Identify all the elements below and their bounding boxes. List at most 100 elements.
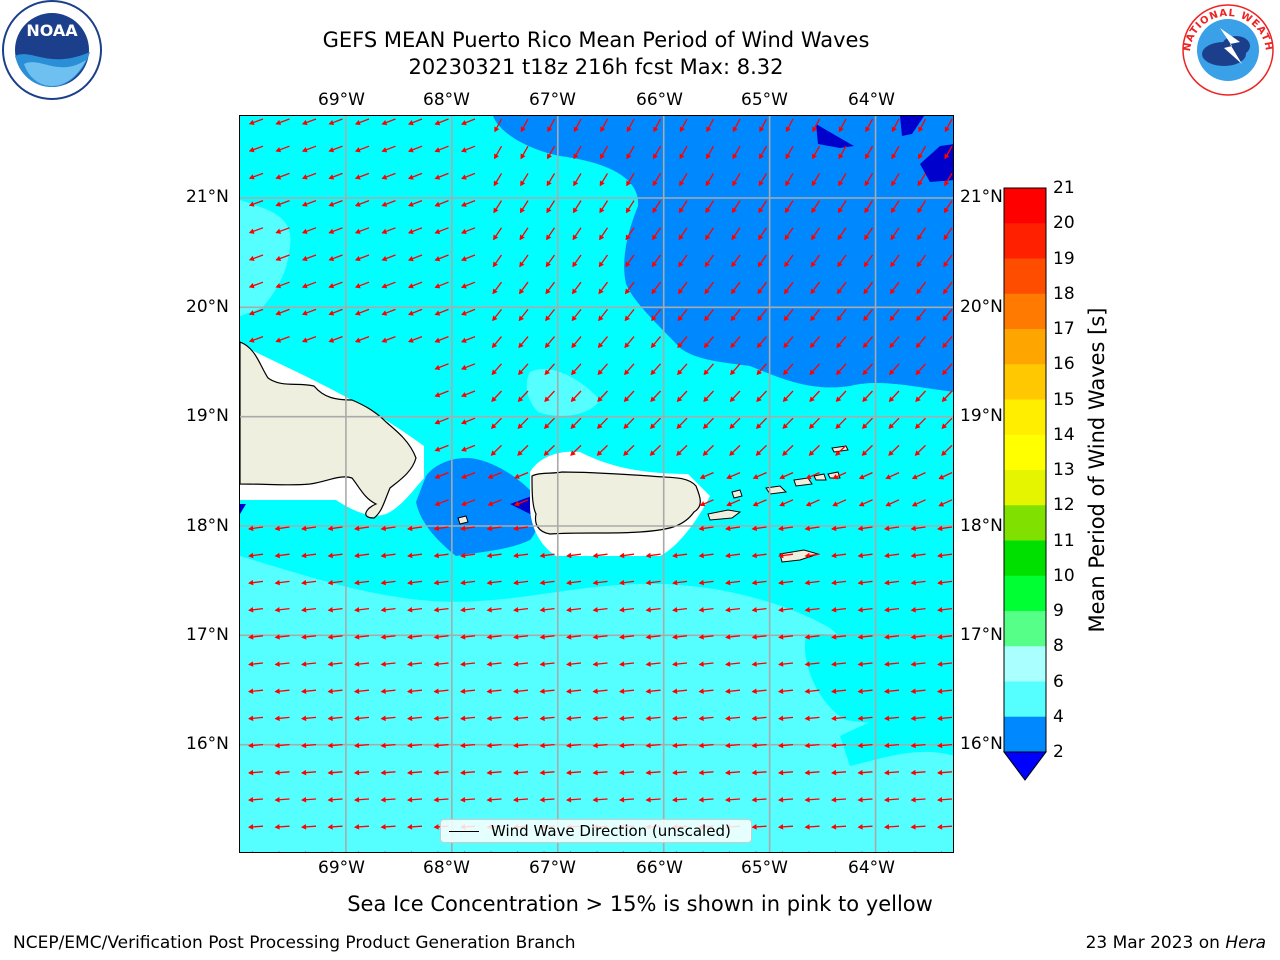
wave-direction-arrow: [811, 173, 821, 187]
wave-direction-arrow: [539, 742, 555, 749]
wave-direction-arrow: [885, 499, 900, 507]
wave-direction-arrow: [300, 824, 317, 830]
wave-direction-arrow: [779, 472, 794, 480]
wave-direction-arrow: [728, 851, 730, 852]
wave-direction-arrow: [884, 715, 900, 722]
wave-direction-arrow: [915, 363, 926, 376]
wave-direction-arrow: [571, 308, 582, 322]
wave-direction-arrow: [751, 688, 767, 694]
wave-direction-arrow: [778, 607, 794, 613]
wave-direction-arrow: [858, 472, 873, 480]
wave-direction-arrow: [702, 851, 704, 852]
wave-direction-arrow: [863, 254, 874, 268]
wave-direction-arrow: [751, 579, 767, 586]
wave-direction-arrow: [569, 851, 571, 852]
wave-direction-arrow: [809, 363, 820, 376]
wave-direction-arrow: [486, 796, 502, 803]
wave-direction-arrow: [857, 634, 873, 640]
wave-direction-arrow: [407, 281, 423, 289]
wave-direction-arrow: [513, 525, 529, 532]
wave-direction-arrow: [785, 118, 794, 133]
wave-direction-arrow: [381, 172, 396, 180]
wave-direction-arrow: [547, 145, 556, 160]
wave-direction-arrow: [942, 308, 953, 322]
wave-direction-arrow: [804, 796, 820, 803]
land-puerto-rico: [531, 471, 701, 535]
lon-label-top: 66°W: [636, 90, 683, 110]
wave-direction-arrow: [731, 227, 741, 241]
wave-direction-arrow: [493, 227, 503, 241]
wave-direction-arrow: [811, 200, 821, 214]
wave-direction-arrow: [917, 200, 927, 214]
wave-direction-arrow: [566, 607, 582, 613]
wave-direction-arrow: [512, 796, 529, 803]
wave-direction-arrow: [247, 796, 264, 803]
wave-direction-arrow: [518, 308, 529, 322]
wave-direction-arrow: [785, 173, 794, 187]
wave-direction-arrow: [380, 742, 396, 749]
wave-direction-arrow: [407, 688, 423, 694]
wave-direction-arrow: [944, 173, 953, 187]
wave-direction-arrow: [778, 552, 794, 559]
wave-direction-arrow: [778, 579, 794, 586]
wave-direction-arrow: [676, 444, 688, 456]
wave-direction-arrow: [572, 227, 582, 241]
wave-direction-arrow: [751, 715, 767, 722]
wave-direction-arrow: [783, 281, 794, 295]
wave-direction-arrow: [704, 281, 715, 295]
wave-direction-arrow: [884, 742, 900, 749]
wave-direction-arrow: [706, 118, 715, 133]
wave-direction-arrow: [491, 363, 502, 376]
wave-direction-arrow: [645, 715, 661, 722]
wave-direction-arrow: [835, 390, 847, 403]
wave-direction-arrow: [460, 552, 476, 559]
wave-direction-arrow: [699, 499, 714, 507]
wave-direction-arrow: [857, 552, 873, 559]
wave-direction-arrow: [759, 118, 768, 133]
wave-direction-arrow: [407, 634, 423, 640]
wave-direction-arrow: [434, 199, 449, 207]
wave-direction-arrow: [938, 472, 953, 480]
wave-direction-arrow: [461, 199, 476, 207]
wave-direction-arrow: [751, 769, 767, 776]
wave-direction-arrow: [248, 634, 264, 640]
wave-direction-arrow: [653, 145, 662, 160]
wave-direction-arrow: [942, 363, 953, 376]
wave-direction-arrow: [248, 661, 264, 667]
wave-direction-arrow: [566, 634, 582, 640]
wave-direction-arrow: [779, 499, 794, 507]
wave-direction-arrow: [274, 769, 290, 776]
wave-direction-arrow: [327, 742, 343, 749]
wave-direction-arrow: [757, 308, 768, 322]
wave-direction-arrow: [863, 281, 874, 295]
wave-direction-arrow: [433, 552, 449, 559]
wave-direction-arrow: [885, 472, 900, 480]
wave-direction-arrow: [486, 661, 502, 667]
wave-direction-arrow: [248, 688, 264, 694]
wave-direction-arrow: [433, 688, 449, 694]
wave-direction-arrow: [434, 172, 449, 180]
wave-direction-arrow: [566, 688, 582, 694]
wave-direction-arrow: [600, 118, 609, 133]
wave-direction-arrow: [354, 308, 370, 316]
wave-direction-arrow: [301, 688, 317, 694]
wave-direction-arrow: [911, 499, 926, 507]
sea-ice-note: Sea Ice Concentration > 15% is shown in …: [347, 892, 933, 916]
wave-direction-arrow: [942, 336, 953, 349]
wave-direction-arrow: [725, 742, 741, 749]
wave-direction-arrow: [354, 227, 370, 234]
wave-direction-arrow: [725, 715, 741, 722]
wave-direction-arrow: [626, 118, 635, 133]
wave-direction-arrow: [407, 715, 423, 722]
wave-direction-arrow: [275, 145, 290, 153]
wave-direction-arrow: [328, 145, 343, 153]
wave-direction-arrow: [433, 742, 449, 749]
colorbar-tick-label: 6: [1053, 671, 1064, 692]
wave-direction-arrow: [434, 227, 449, 235]
wave-direction-arrow: [301, 172, 317, 180]
wave-direction-arrow: [539, 579, 555, 586]
wave-direction-arrow: [407, 335, 423, 343]
land-culebra: [731, 489, 743, 499]
wave-direction-arrow: [809, 336, 820, 349]
wave-direction-arrow: [460, 661, 476, 667]
